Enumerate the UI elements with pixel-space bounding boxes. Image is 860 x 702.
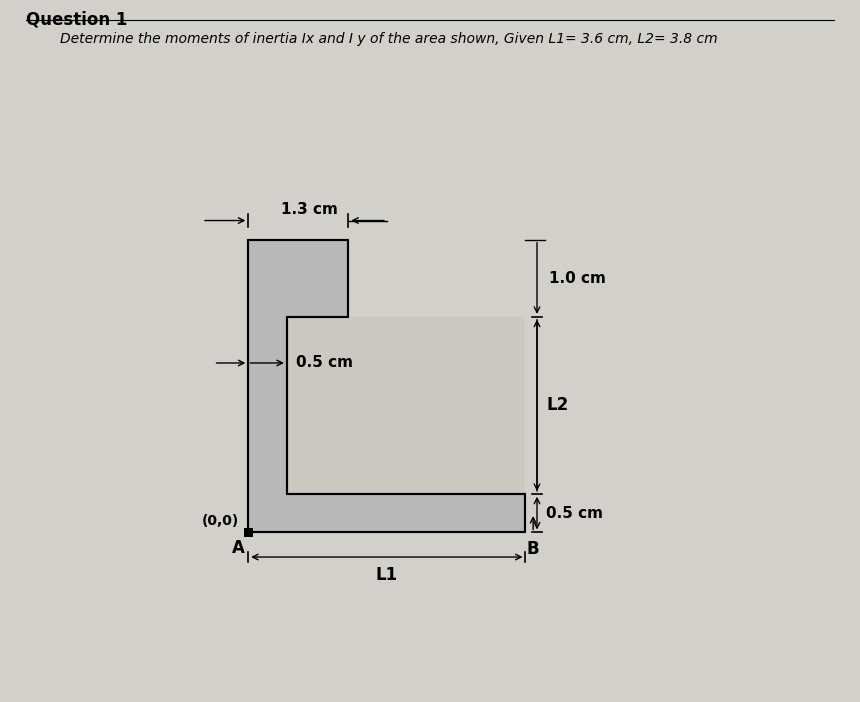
Text: Determine the moments of inertia Ix and I y of the area shown, Given L1= 3.6 cm,: Determine the moments of inertia Ix and …: [60, 32, 718, 46]
Text: L2: L2: [546, 397, 568, 414]
Text: 0.5 cm: 0.5 cm: [296, 355, 353, 371]
Text: 1.3 cm: 1.3 cm: [281, 201, 338, 217]
Text: B: B: [527, 540, 539, 558]
Text: (0,0): (0,0): [202, 514, 239, 528]
Text: 0.5 cm: 0.5 cm: [546, 505, 603, 521]
Text: L1: L1: [376, 567, 398, 584]
Text: Question 1: Question 1: [26, 11, 127, 29]
Polygon shape: [286, 317, 525, 494]
Text: A: A: [231, 538, 244, 557]
Bar: [243, 528, 253, 537]
Polygon shape: [249, 240, 525, 532]
Text: 1.0 cm: 1.0 cm: [549, 271, 605, 286]
